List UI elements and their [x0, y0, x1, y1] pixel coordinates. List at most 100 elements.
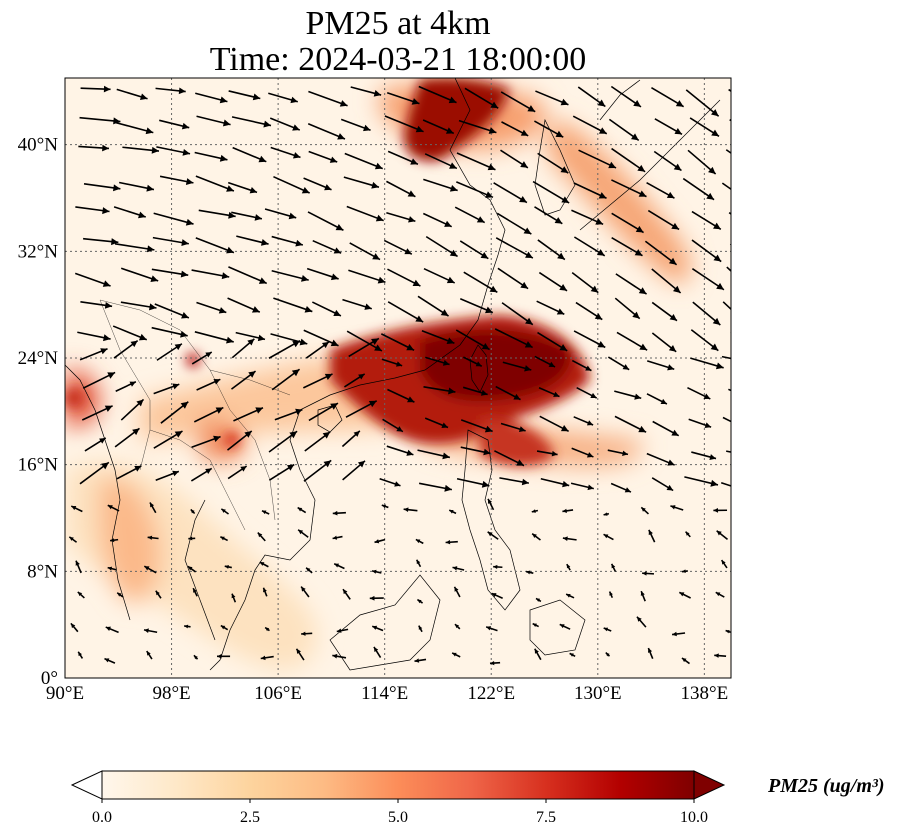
- wind-arrow: [691, 239, 722, 263]
- wind-arrow: [369, 595, 384, 601]
- wind-arrow: [456, 181, 494, 199]
- wind-arrow: [340, 118, 371, 132]
- wind-arrow: [381, 504, 389, 509]
- wind-arrow: [386, 91, 420, 105]
- wind-arrow: [228, 266, 268, 285]
- wind-arrow: [458, 119, 497, 134]
- wind-arrow: [691, 267, 725, 291]
- wind-arrow: [193, 654, 199, 660]
- wind-arrow: [576, 386, 598, 399]
- wind-arrow: [114, 427, 140, 448]
- wind-arrow: [196, 301, 227, 314]
- wind-arrow: [448, 509, 457, 515]
- wind-arrow: [570, 482, 594, 491]
- wind-arrow: [495, 237, 534, 259]
- country-borders: [99, 299, 291, 531]
- wind-arrow: [646, 452, 675, 466]
- wind-arrow: [271, 235, 304, 247]
- wind-arrow: [155, 470, 180, 482]
- wind-arrow: [493, 182, 528, 204]
- wind-arrow: [302, 373, 333, 389]
- wind-arrow: [233, 407, 264, 422]
- wind-arrow: [153, 430, 183, 449]
- wind-arrow: [297, 529, 309, 538]
- wind-arrow: [190, 508, 196, 515]
- wind-arrow: [577, 86, 606, 108]
- wind-arrow: [460, 419, 493, 433]
- wind-arrow: [300, 586, 310, 598]
- wind-arrow: [646, 181, 675, 199]
- wind-arrow: [82, 371, 116, 389]
- wind-arrow: [651, 332, 677, 353]
- lon-tick-label: 122°E: [467, 683, 515, 704]
- map-frame: [64, 77, 732, 679]
- wind-arrow: [112, 325, 148, 341]
- wind-arrow: [113, 340, 139, 359]
- wind-arrow: [459, 240, 489, 260]
- wind-arrow: [116, 465, 142, 480]
- wind-arrow: [462, 386, 488, 396]
- wind-arrow: [647, 647, 654, 660]
- wind-arrow: [720, 482, 731, 487]
- wind-arrow: [383, 239, 413, 255]
- wind-arrow: [297, 506, 307, 514]
- wind-arrow: [422, 119, 455, 135]
- wind-arrow: [274, 408, 303, 421]
- wind-arrow: [571, 447, 594, 458]
- colorbar-tick-label: 10.0: [680, 809, 708, 826]
- wind-arrow: [689, 117, 720, 137]
- wind-arrow: [489, 660, 501, 666]
- lon-tick-labels: 90°E 98°E 106°E 114°E 122°E 130°E 138°E: [46, 683, 728, 704]
- wind-arrow: [532, 622, 540, 628]
- wind-arrow: [271, 269, 309, 282]
- wind-arrow: [191, 435, 221, 449]
- wind-arrow: [644, 240, 678, 266]
- wind-arrow: [80, 301, 113, 309]
- wind-arrow: [74, 272, 111, 287]
- wind-arrow: [231, 116, 272, 128]
- wind-arrow: [403, 507, 418, 513]
- wind-arrow: [423, 267, 456, 284]
- wind-arrow: [611, 179, 647, 198]
- wind-arrow: [307, 123, 346, 140]
- wind-arrow: [687, 149, 717, 175]
- wind-arrow: [487, 498, 495, 511]
- colorbar-tick-label: 0.0: [92, 809, 112, 826]
- wind-arrow: [536, 300, 565, 316]
- wind-arrow: [153, 383, 180, 395]
- wind-arrow: [259, 561, 269, 568]
- colorbar-tick-label: 7.5: [536, 809, 556, 826]
- wind-arrow: [79, 348, 108, 361]
- wind-arrow: [230, 370, 257, 390]
- wind-arrow: [226, 430, 253, 451]
- wind-arrow: [120, 398, 145, 421]
- wind-arrow: [187, 565, 197, 573]
- wind-arrow: [114, 242, 155, 253]
- wind-arrow: [425, 356, 450, 366]
- wind-arrow: [303, 459, 332, 482]
- wind-arrow: [681, 657, 690, 665]
- wind-arrow: [688, 418, 712, 428]
- wind-arrow: [573, 236, 606, 257]
- wind-arrow: [143, 628, 158, 634]
- wind-arrow: [305, 341, 330, 359]
- pm25-core-taiwan-inner: [420, 329, 571, 402]
- wind-arrow: [188, 536, 196, 541]
- wind-arrow: [729, 119, 731, 122]
- border-china-south: [99, 299, 291, 396]
- lon-tick-label: 138°E: [681, 683, 729, 704]
- wind-arrow: [424, 153, 458, 170]
- wind-arrow: [217, 654, 231, 659]
- wind-arrow: [537, 239, 566, 261]
- wind-arrow: [415, 559, 422, 568]
- border-laos-vietnam: [209, 369, 276, 521]
- wind-arrow: [463, 271, 498, 293]
- wind-arrow: [651, 268, 682, 294]
- wind-arrow: [152, 236, 189, 247]
- wind-arrow: [374, 538, 386, 544]
- wind-arrow: [231, 593, 237, 603]
- wind-arrow: [640, 506, 650, 515]
- wind-arrow: [454, 206, 486, 224]
- wind-arrow: [640, 590, 646, 602]
